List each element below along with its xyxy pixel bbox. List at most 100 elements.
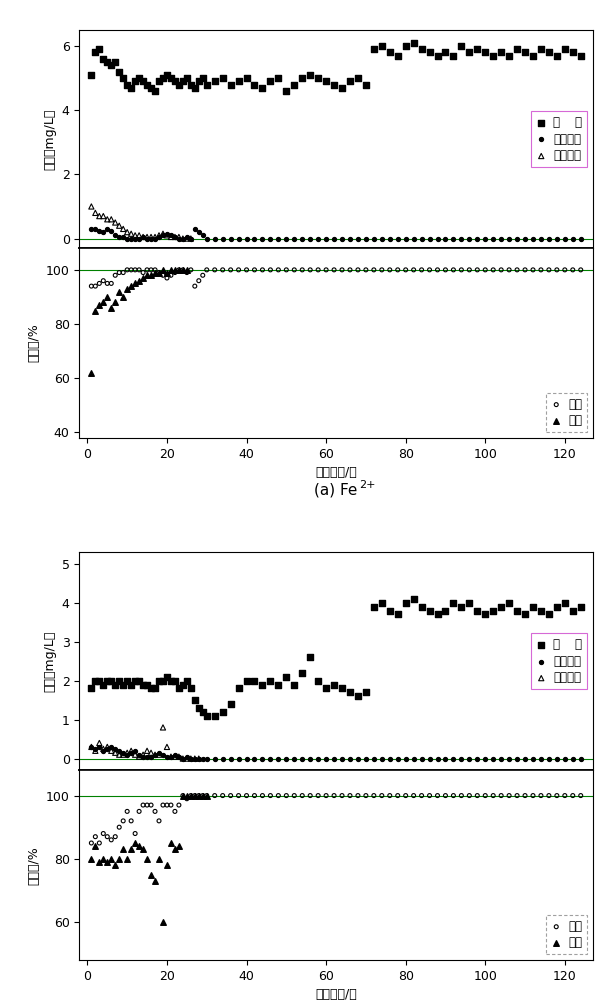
无菌 [119, 289, 128, 305]
加菌出水 [174, 749, 184, 765]
进    水 [194, 700, 203, 716]
进    水 [425, 603, 434, 619]
进    水 [233, 73, 243, 89]
加菌 [282, 788, 291, 804]
进    水 [528, 599, 538, 615]
加菌出水 [138, 749, 148, 765]
进    水 [130, 673, 140, 689]
加菌出水 [134, 231, 144, 247]
Y-axis label: 浓度（mg/L）: 浓度（mg/L） [43, 108, 56, 170]
加菌 [361, 788, 371, 804]
加菌出水 [178, 751, 188, 767]
加菌 [306, 262, 315, 278]
加菌出水 [258, 751, 268, 767]
加菌出水 [106, 223, 116, 239]
进    水 [190, 692, 200, 708]
加菌 [401, 788, 411, 804]
加菌 [106, 832, 116, 848]
加菌 [425, 262, 434, 278]
进    水 [306, 67, 315, 83]
无菌 [174, 838, 184, 854]
加菌出水 [568, 231, 577, 247]
进    水 [162, 669, 172, 685]
进    水 [194, 73, 203, 89]
无菌出水 [87, 198, 97, 214]
进    水 [568, 44, 577, 60]
加菌出水 [464, 751, 474, 767]
加菌 [90, 829, 100, 845]
进    水 [433, 48, 442, 64]
无菌出水 [103, 739, 112, 755]
进    水 [321, 73, 331, 89]
加菌出水 [158, 747, 168, 763]
进    水 [266, 73, 276, 89]
进    水 [401, 595, 411, 611]
加菌出水 [142, 749, 152, 765]
无菌出水 [150, 229, 160, 245]
加菌出水 [496, 751, 506, 767]
进    水 [190, 80, 200, 96]
加菌出水 [353, 751, 363, 767]
加菌 [353, 262, 363, 278]
加菌出水 [369, 751, 379, 767]
进    水 [122, 673, 132, 689]
加菌 [456, 262, 466, 278]
进    水 [202, 708, 211, 724]
无菌 [130, 275, 140, 291]
进    水 [250, 673, 260, 689]
加菌出水 [313, 751, 323, 767]
加菌 [568, 788, 577, 804]
无菌 [103, 289, 112, 305]
进    水 [154, 673, 164, 689]
加菌 [194, 788, 203, 804]
加菌 [150, 803, 160, 819]
无菌 [138, 841, 148, 857]
无菌 [90, 303, 100, 319]
无菌 [162, 265, 172, 281]
进    水 [87, 680, 97, 696]
无菌 [122, 851, 132, 867]
进    水 [282, 669, 291, 685]
加菌出水 [122, 747, 132, 763]
进    水 [560, 595, 569, 611]
加菌 [496, 788, 506, 804]
进    水 [119, 677, 128, 693]
进    水 [464, 44, 474, 60]
无菌出水 [182, 751, 192, 767]
加菌出水 [162, 226, 172, 242]
进    水 [456, 38, 466, 54]
加菌出水 [576, 231, 585, 247]
进    水 [361, 684, 371, 700]
进    水 [218, 70, 227, 86]
无菌出水 [114, 218, 124, 234]
无菌出水 [178, 231, 188, 247]
加菌出水 [552, 751, 562, 767]
加菌出水 [98, 224, 108, 240]
进    水 [174, 77, 184, 93]
进    水 [441, 603, 450, 619]
进    水 [298, 665, 307, 681]
加菌 [98, 826, 108, 842]
加菌出水 [464, 231, 474, 247]
进    水 [393, 48, 403, 64]
加菌出水 [393, 751, 403, 767]
加菌 [194, 273, 203, 289]
加菌 [298, 788, 307, 804]
加菌 [560, 788, 569, 804]
加菌出水 [480, 231, 490, 247]
加菌出水 [472, 231, 482, 247]
进    水 [377, 595, 387, 611]
加菌出水 [425, 231, 434, 247]
加菌 [536, 262, 546, 278]
无菌出水 [87, 739, 97, 755]
进    水 [218, 704, 227, 720]
无菌出水 [134, 749, 144, 765]
加菌 [258, 262, 268, 278]
无菌出水 [166, 749, 176, 765]
加菌出水 [306, 751, 315, 767]
进    水 [464, 595, 474, 611]
加菌出水 [225, 231, 235, 247]
无菌出水 [170, 229, 180, 245]
加菌出水 [313, 231, 323, 247]
进    水 [496, 599, 506, 615]
